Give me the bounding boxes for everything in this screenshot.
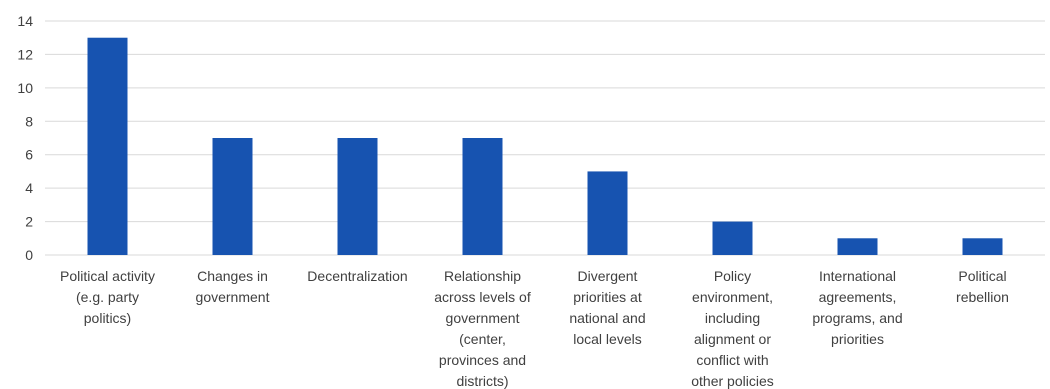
x-category-label: Decentralization — [307, 268, 407, 284]
x-category-label-line: Policy — [714, 268, 751, 284]
y-tick-label: 4 — [25, 180, 33, 196]
bar-8 — [962, 238, 1003, 255]
x-category-label-line: including — [705, 310, 760, 326]
y-tick-label: 14 — [17, 13, 33, 29]
x-category-label-line: environment, — [692, 289, 773, 305]
x-category-label-line: local levels — [573, 331, 641, 347]
x-category-label-line: Political — [958, 268, 1006, 284]
x-category-label-line: other policies — [691, 373, 774, 389]
x-category-label: Changes in government — [196, 268, 270, 305]
x-category-label-line: districts) — [456, 373, 508, 389]
bar-7 — [837, 238, 878, 255]
x-category-label-line: Relationship — [444, 268, 521, 284]
bar-1 — [87, 37, 128, 255]
bar-5 — [587, 171, 628, 255]
x-category-label: International agreements, programs, and pri… — [812, 268, 902, 347]
x-category-label-line: across levels of — [434, 289, 531, 305]
x-axis-category-labels: Political activity (e.g. party politics) Ch… — [60, 268, 1009, 389]
x-category-label-line: programs, and — [812, 310, 902, 326]
y-tick-label: 2 — [25, 214, 33, 230]
x-category-label-line: priorities — [831, 331, 884, 347]
bar-4 — [462, 138, 503, 255]
bar-6 — [712, 221, 753, 255]
x-category-label-line: (e.g. party — [76, 289, 139, 305]
x-category-label-line: government — [446, 310, 520, 326]
x-category-label: Political activity (e.g. party politics) — [60, 268, 155, 326]
x-category-label-line: conflict with — [696, 352, 768, 368]
x-category-label: Relationship across levels of government (c… — [434, 268, 531, 389]
x-category-label-line: International — [819, 268, 896, 284]
bar-2 — [212, 138, 253, 255]
x-category-label-line: priorities at — [573, 289, 642, 305]
x-category-label-line: national and — [569, 310, 645, 326]
x-category-label-line: Changes in — [197, 268, 268, 284]
y-tick-label: 10 — [17, 80, 33, 96]
x-category-label-line: Divergent — [578, 268, 638, 284]
x-category-label: Policy environment, including alignment or c… — [691, 268, 774, 389]
gridlines — [45, 20, 1045, 256]
y-tick-label: 0 — [25, 247, 33, 263]
x-category-label: Divergent priorities at national and local … — [569, 268, 645, 347]
y-tick-label: 6 — [25, 147, 33, 163]
x-category-label-line: rebellion — [956, 289, 1009, 305]
x-category-label-line: alignment or — [694, 331, 771, 347]
x-category-label-line: provinces and — [439, 352, 526, 368]
x-category-label-line: (center, — [459, 331, 506, 347]
bars — [87, 37, 1003, 255]
x-category-label-line: government — [196, 289, 270, 305]
x-category-label-line: agreements, — [819, 289, 897, 305]
x-category-label-line: Political activity — [60, 268, 155, 284]
y-tick-label: 8 — [25, 113, 33, 129]
y-axis-tick-labels: 0 2 4 6 8 10 12 14 — [17, 13, 33, 263]
x-category-label: Political rebellion — [956, 268, 1009, 305]
x-category-label-line: Decentralization — [307, 268, 407, 284]
x-category-label-line: politics) — [84, 310, 131, 326]
bar-3 — [337, 138, 378, 255]
y-tick-label: 12 — [17, 46, 33, 62]
